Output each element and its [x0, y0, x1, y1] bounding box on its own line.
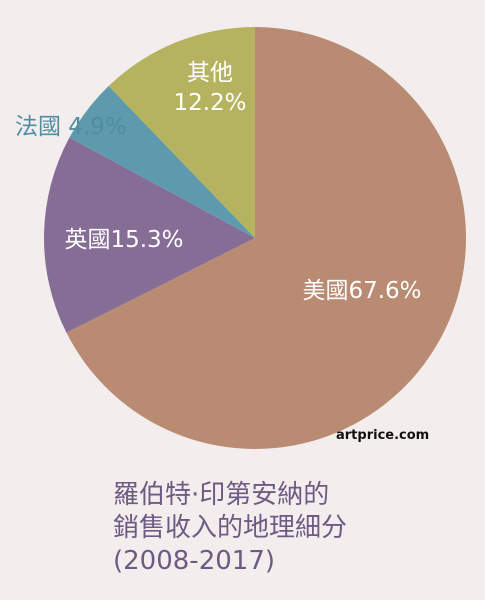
caption-line-2: 銷售收入的地理細分: [113, 513, 348, 543]
slice-label-3: 其他 12.2%: [173, 60, 246, 116]
slice-label-2: 法國 4.9%: [15, 114, 127, 140]
caption-line-1: 羅伯特·印第安納的: [113, 480, 330, 510]
pie-slice-0: [66, 27, 466, 449]
pie-slice-2: [69, 86, 256, 238]
caption-line-3: (2008-2017): [113, 546, 276, 576]
source-credit: artprice.com: [336, 428, 430, 443]
pie-slice-1: [43, 137, 255, 333]
slice-label-1: 英國15.3%: [64, 227, 183, 253]
slice-label-0: 美國67.6%: [302, 278, 421, 304]
pie-slice-3: [108, 26, 255, 238]
chart-caption: 羅伯特·印第安納的 銷售收入的地理細分 (2008-2017): [113, 479, 347, 578]
